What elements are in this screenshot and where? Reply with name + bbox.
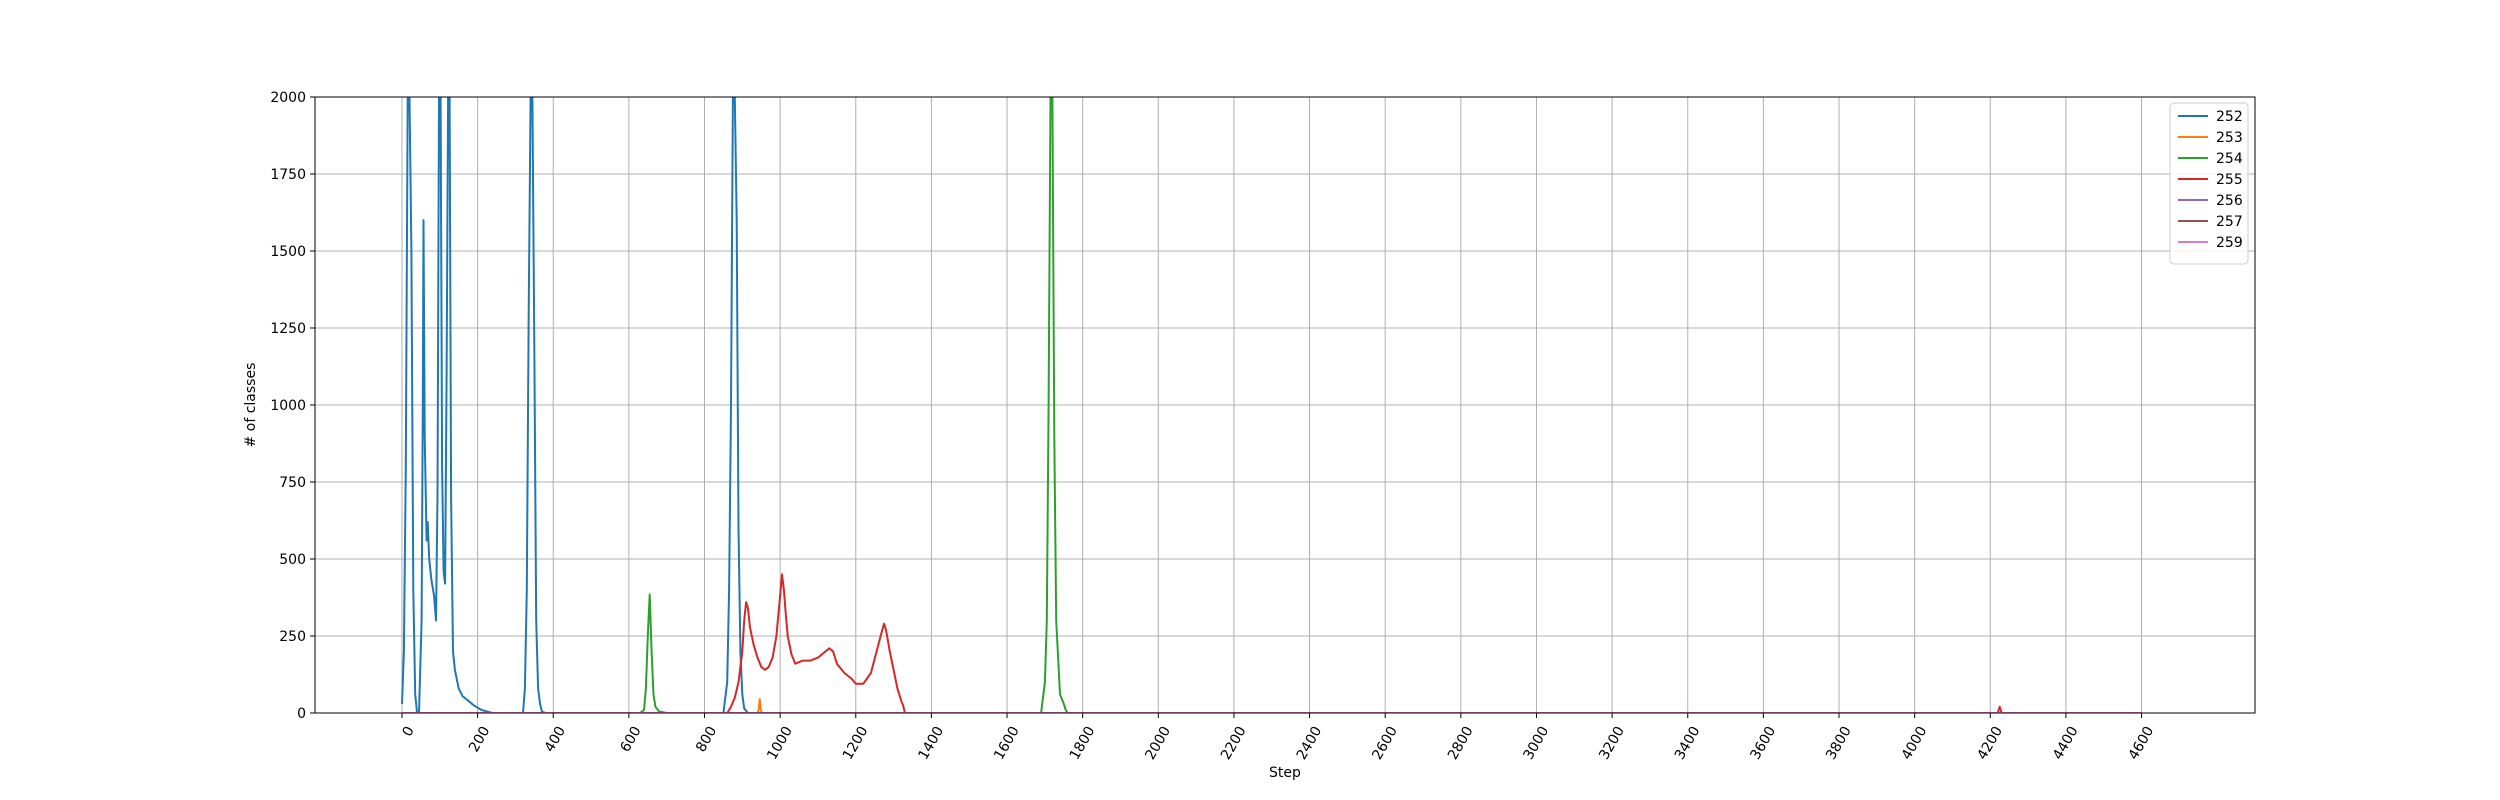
- x-tick-label: 2600: [1369, 724, 1401, 763]
- y-axis: 0 250 500 750 1000 1250 1500 1750 2000: [270, 90, 315, 722]
- series-line-252: [401, 97, 2066, 713]
- y-tick-label: 1750: [270, 167, 306, 183]
- x-tick-label: 4600: [2126, 724, 2158, 763]
- legend-entry-255: 255: [2216, 172, 2243, 188]
- x-axis: 0 200 400 600 800 1000 1200 1400 1600 1800 2000 220…: [399, 713, 2157, 763]
- x-tick-label: 4200: [1974, 724, 2006, 763]
- series-group: [401, 97, 2142, 713]
- x-tick-label: 2000: [1142, 724, 1174, 763]
- y-tick-label: 250: [279, 629, 306, 645]
- y-tick-label: 2000: [270, 90, 306, 106]
- legend-entry-256: 256: [2216, 193, 2243, 209]
- x-tick-label: 400: [542, 724, 569, 755]
- series-line-254: [628, 97, 2066, 713]
- legend-box: [2169, 102, 2249, 265]
- x-tick-label: 3200: [1596, 724, 1628, 763]
- y-axis-label: # of classes: [243, 363, 259, 448]
- x-tick-label: 1400: [916, 724, 948, 763]
- x-tick-label: 200: [466, 724, 493, 755]
- y-tick-label: 1500: [270, 244, 306, 260]
- y-tick-label: 0: [297, 706, 306, 722]
- x-tick-label: 800: [693, 724, 720, 755]
- y-tick-label: 1250: [270, 321, 306, 337]
- series-line-255: [704, 573, 2066, 713]
- x-tick-label: 3600: [1747, 724, 1779, 763]
- x-tick-label: 4000: [1899, 724, 1931, 763]
- x-tick-label: 1200: [840, 724, 872, 763]
- legend: 252 253 254 255 256 257 259: [2169, 102, 2249, 265]
- legend-entry-259: 259: [2216, 235, 2243, 251]
- x-tick-label: 4400: [2050, 724, 2082, 763]
- x-tick-label: 0: [399, 724, 417, 740]
- x-tick-label: 3800: [1823, 724, 1855, 763]
- legend-entry-253: 253: [2216, 130, 2243, 146]
- legend-entry-252: 252: [2216, 109, 2243, 125]
- x-tick-label: 3000: [1521, 724, 1553, 763]
- legend-entry-257: 257: [2216, 214, 2243, 230]
- x-axis-label: Step: [1269, 765, 1301, 781]
- y-tick-label: 750: [279, 475, 306, 491]
- y-tick-label: 1000: [270, 398, 306, 414]
- x-tick-label: 2800: [1445, 724, 1477, 763]
- x-tick-label: 600: [617, 724, 644, 755]
- x-tick-label: 3400: [1672, 724, 1704, 763]
- x-tick-label: 2400: [1294, 724, 1326, 763]
- x-tick-label: 1000: [764, 724, 796, 763]
- series-line-253: [756, 698, 2066, 713]
- y-tick-label: 500: [279, 552, 306, 568]
- x-tick-label: 1600: [991, 724, 1023, 763]
- x-tick-label: 1800: [1067, 724, 1099, 763]
- legend-entry-254: 254: [2216, 151, 2243, 167]
- grid: [315, 96, 2255, 714]
- x-tick-label: 2200: [1218, 724, 1250, 763]
